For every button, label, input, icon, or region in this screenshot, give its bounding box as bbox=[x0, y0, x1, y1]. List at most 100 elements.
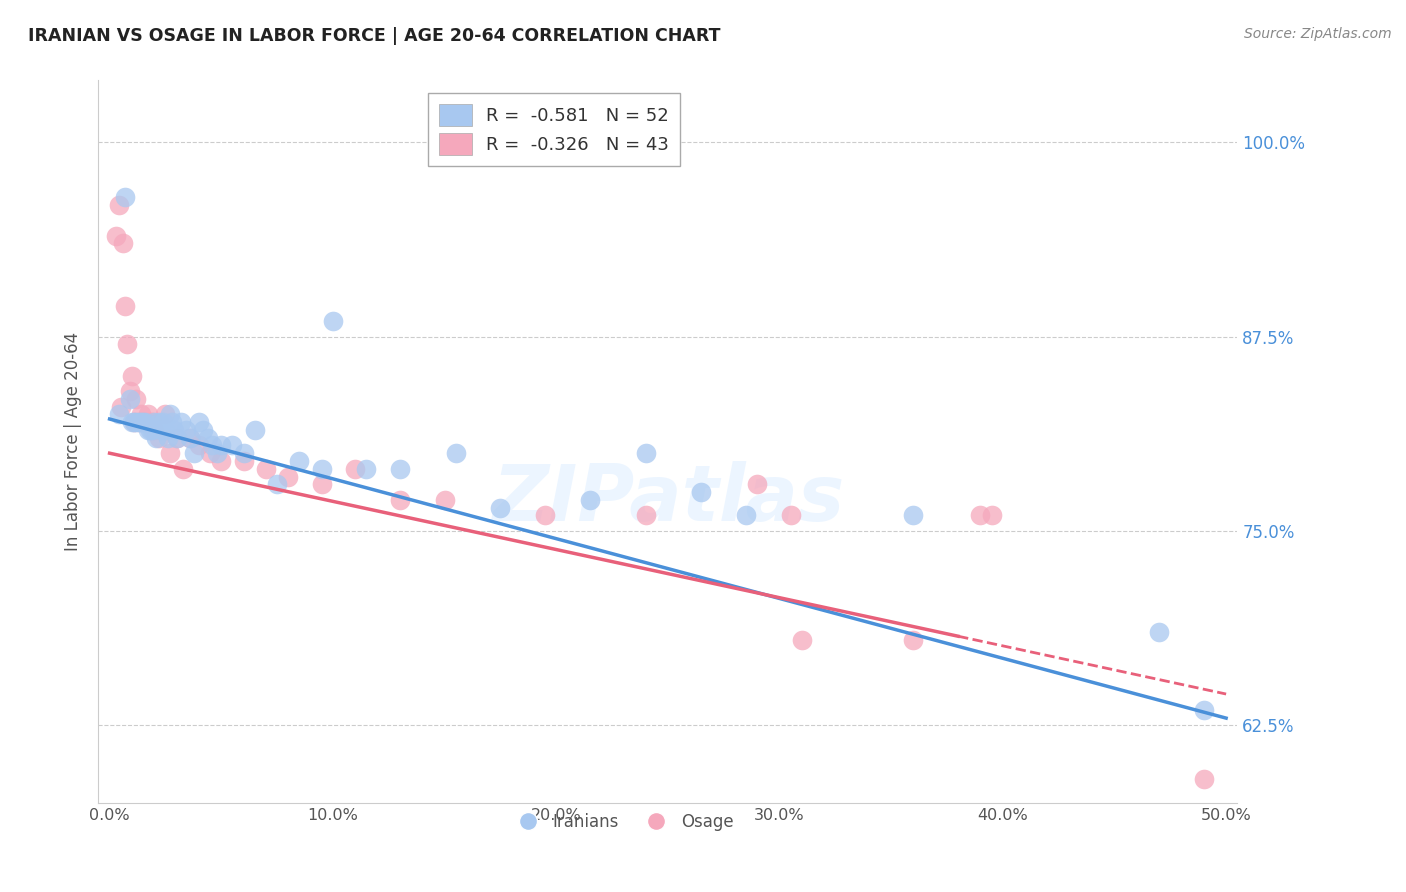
Point bbox=[155, 408, 177, 422]
Point bbox=[105, 228, 128, 243]
Point bbox=[141, 423, 163, 437]
Point bbox=[148, 431, 170, 445]
Point bbox=[163, 423, 186, 437]
Point bbox=[114, 299, 136, 313]
Point bbox=[141, 415, 163, 429]
Point bbox=[969, 508, 991, 523]
Point bbox=[134, 415, 156, 429]
Point bbox=[433, 492, 456, 507]
Point bbox=[155, 423, 177, 437]
Point bbox=[578, 492, 600, 507]
Point bbox=[136, 408, 159, 422]
Point bbox=[114, 190, 136, 204]
Point bbox=[136, 423, 159, 437]
Text: Source: ZipAtlas.com: Source: ZipAtlas.com bbox=[1244, 27, 1392, 41]
Point bbox=[254, 461, 277, 475]
Point bbox=[209, 438, 232, 452]
Point bbox=[139, 415, 162, 429]
Point bbox=[128, 415, 150, 429]
Point bbox=[107, 408, 129, 422]
Point bbox=[209, 454, 232, 468]
Point bbox=[388, 492, 411, 507]
Point bbox=[201, 438, 224, 452]
Point bbox=[747, 477, 769, 491]
Point bbox=[159, 408, 181, 422]
Point bbox=[156, 431, 179, 445]
Point bbox=[790, 632, 813, 647]
Point bbox=[903, 632, 925, 647]
Point bbox=[122, 415, 145, 429]
Point bbox=[1192, 772, 1215, 787]
Point bbox=[110, 400, 132, 414]
Point bbox=[322, 314, 344, 328]
Point bbox=[634, 446, 657, 460]
Point bbox=[166, 431, 188, 445]
Text: ZIPatlas: ZIPatlas bbox=[492, 461, 844, 537]
Point bbox=[129, 415, 152, 429]
Point bbox=[444, 446, 467, 460]
Point bbox=[243, 423, 266, 437]
Point bbox=[143, 423, 166, 437]
Point bbox=[1147, 624, 1170, 639]
Point bbox=[111, 236, 134, 251]
Text: IRANIAN VS OSAGE IN LABOR FORCE | AGE 20-64 CORRELATION CHART: IRANIAN VS OSAGE IN LABOR FORCE | AGE 20… bbox=[28, 27, 721, 45]
Point bbox=[779, 508, 801, 523]
Point bbox=[221, 438, 243, 452]
Point bbox=[277, 469, 299, 483]
Point bbox=[735, 508, 758, 523]
Point bbox=[125, 415, 148, 429]
Point bbox=[344, 461, 367, 475]
Point bbox=[288, 454, 311, 468]
Point bbox=[187, 415, 209, 429]
Point bbox=[205, 446, 228, 460]
Point bbox=[118, 384, 141, 398]
Point bbox=[125, 392, 148, 406]
Point bbox=[311, 461, 333, 475]
Point bbox=[980, 508, 1002, 523]
Point bbox=[179, 431, 201, 445]
Point bbox=[122, 415, 145, 429]
Point bbox=[690, 485, 713, 500]
Point bbox=[903, 508, 925, 523]
Point bbox=[193, 423, 215, 437]
Point bbox=[145, 431, 167, 445]
Point bbox=[356, 461, 378, 475]
Point bbox=[159, 446, 181, 460]
Point bbox=[266, 477, 288, 491]
Point bbox=[143, 415, 166, 429]
Point bbox=[117, 337, 139, 351]
Point bbox=[148, 415, 170, 429]
Point bbox=[311, 477, 333, 491]
Point bbox=[534, 508, 557, 523]
Legend: Iranians, Osage: Iranians, Osage bbox=[505, 806, 740, 838]
Point bbox=[388, 461, 411, 475]
Point bbox=[183, 446, 205, 460]
Point bbox=[197, 431, 219, 445]
Point bbox=[129, 408, 152, 422]
Point bbox=[118, 392, 141, 406]
Point bbox=[107, 197, 129, 211]
Point bbox=[170, 415, 193, 429]
Y-axis label: In Labor Force | Age 20-64: In Labor Force | Age 20-64 bbox=[63, 332, 82, 551]
Point bbox=[152, 415, 174, 429]
Point bbox=[121, 368, 143, 383]
Point bbox=[149, 423, 172, 437]
Point bbox=[160, 415, 183, 429]
Point bbox=[132, 415, 155, 429]
Point bbox=[172, 461, 194, 475]
Point bbox=[121, 415, 143, 429]
Point bbox=[174, 423, 197, 437]
Point bbox=[489, 500, 512, 515]
Point bbox=[134, 415, 156, 429]
Point bbox=[187, 438, 209, 452]
Point bbox=[232, 446, 254, 460]
Point bbox=[132, 415, 155, 429]
Point bbox=[634, 508, 657, 523]
Point bbox=[139, 423, 162, 437]
Point bbox=[166, 431, 188, 445]
Point bbox=[128, 415, 150, 429]
Point bbox=[1192, 702, 1215, 716]
Point bbox=[198, 446, 221, 460]
Point bbox=[232, 454, 254, 468]
Point bbox=[179, 431, 201, 445]
